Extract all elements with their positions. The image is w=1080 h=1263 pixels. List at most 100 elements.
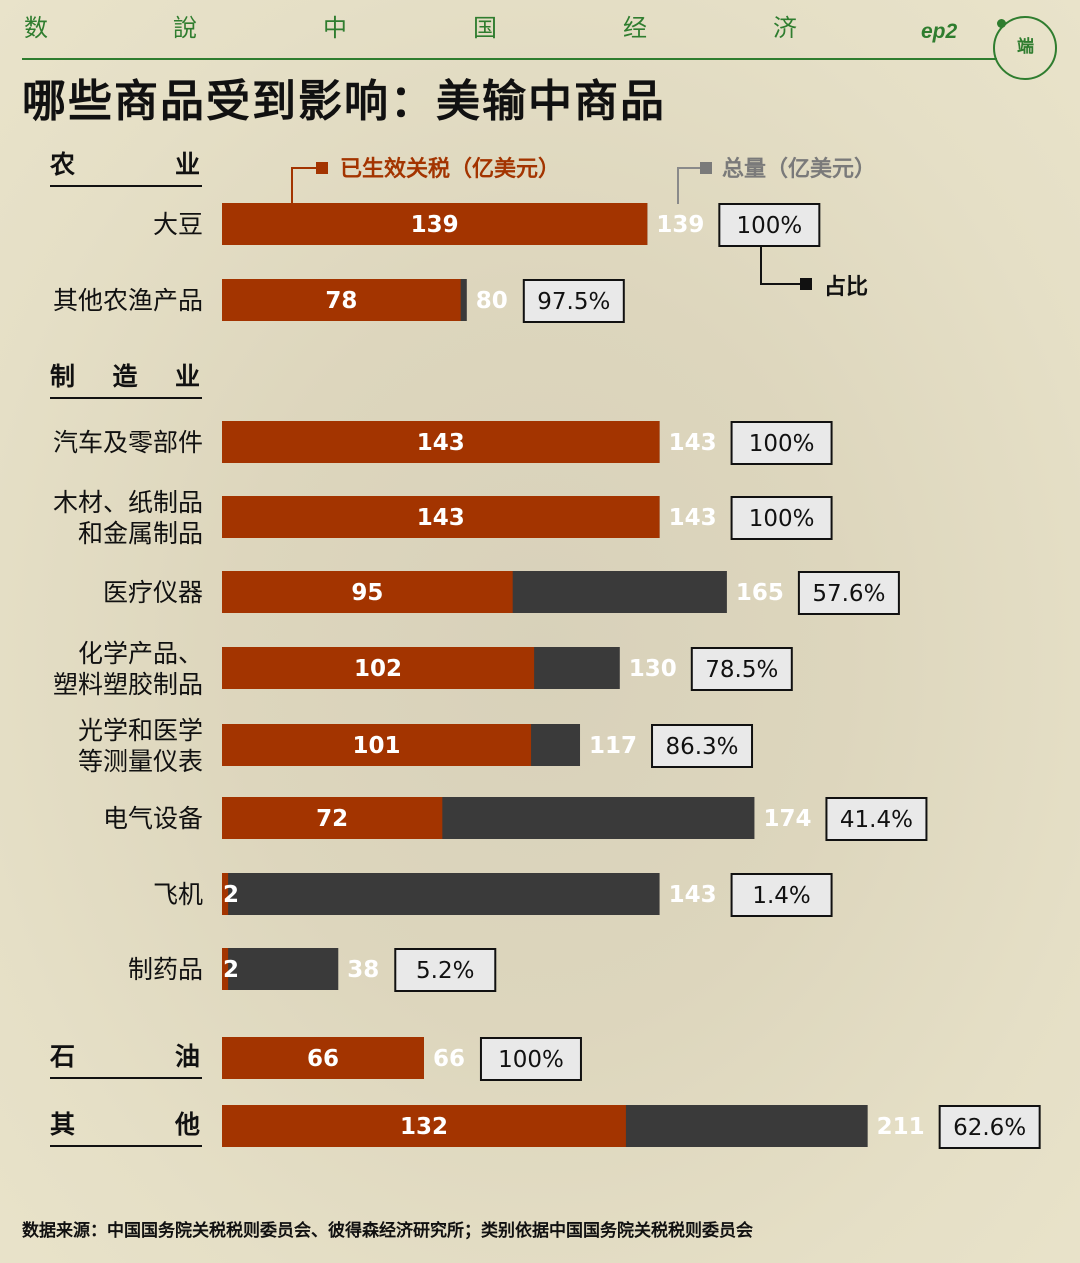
total-value-label: 117 (589, 733, 637, 759)
total-value-label: 143 (669, 505, 717, 531)
logo-circle (993, 16, 1057, 80)
share-box (690, 647, 793, 691)
tariff-value-label: 2 (223, 957, 239, 983)
tariff-value-label: 72 (316, 806, 348, 832)
share-value-label: 100% (736, 213, 802, 239)
total-value-label: 143 (669, 430, 717, 456)
bar-tariff (222, 571, 513, 613)
group-heading: 其 他 (50, 1110, 200, 1139)
bar-tariff (222, 203, 648, 245)
total-value-label: 211 (877, 1114, 925, 1140)
share-value-label: 100% (749, 506, 815, 532)
episode-tag: ep2 (921, 20, 958, 43)
bar-tariff (222, 421, 660, 463)
share-box (730, 873, 833, 917)
tariff-value-label: 143 (417, 505, 465, 531)
tariff-value-label: 139 (411, 212, 459, 238)
bar-tariff (222, 797, 443, 839)
group-heading: 农 业 (49, 150, 200, 179)
total-value-label: 174 (763, 806, 811, 832)
header-rule (22, 58, 997, 60)
tariff-value-label: 95 (351, 580, 383, 606)
share-value-label: 100% (498, 1047, 564, 1073)
share-value-label: 86.3% (665, 734, 738, 760)
category-label: 塑料塑胶制品 (53, 670, 203, 699)
share-box (797, 571, 900, 615)
legend-share-swatch (800, 278, 812, 290)
total-value-label: 38 (347, 957, 379, 983)
share-box (651, 724, 754, 768)
share-value-label: 1.4% (752, 883, 810, 909)
bar-total (222, 873, 660, 915)
series-char: 說 (173, 14, 197, 42)
legend-share-leader (760, 246, 802, 285)
tariff-value-label: 66 (307, 1046, 339, 1072)
total-value-label: 80 (476, 288, 508, 314)
legend-tariff-label: 已生效关税（亿美元） (340, 156, 560, 182)
category-label: 大豆 (153, 210, 203, 239)
share-box (730, 421, 833, 465)
header-bar: 数 說 中 国 经 济 ep2 端 (0, 0, 1080, 80)
total-value-label: 139 (656, 212, 704, 238)
category-label: 光学和医学 (78, 716, 203, 745)
share-value-label: 62.6% (953, 1115, 1026, 1141)
series-char: 经 (623, 14, 647, 42)
tariff-value-label: 101 (353, 733, 401, 759)
category-label: 制药品 (128, 955, 203, 984)
tariff-value-label: 2 (223, 882, 239, 908)
bar-tariff (222, 1037, 424, 1079)
series-char: 国 (473, 14, 497, 42)
category-label: 其他农渔产品 (53, 286, 203, 315)
tariff-value-label: 132 (400, 1114, 448, 1140)
category-label: 飞机 (153, 880, 203, 909)
series-char: 济 (773, 14, 797, 42)
share-box (479, 1037, 582, 1081)
bar-tariff (222, 873, 229, 915)
category-label: 医疗仪器 (103, 578, 203, 607)
category-label: 和金属制品 (78, 519, 203, 548)
logo-dot (997, 19, 1006, 28)
legend-share-label: 占比 (824, 275, 868, 300)
share-box (522, 279, 625, 323)
series-char: 数 (24, 14, 48, 42)
group-heading: 制 造 业 (50, 362, 200, 391)
logo-mark: 端 (1017, 37, 1034, 57)
category-label: 木材、纸制品 (53, 488, 203, 517)
share-value-label: 78.5% (705, 657, 778, 683)
tariff-value-label: 102 (354, 656, 402, 682)
category-label: 等测量仪表 (78, 747, 203, 776)
tariff-value-label: 143 (417, 430, 465, 456)
category-label: 化学产品、 (78, 639, 203, 668)
total-value-label: 143 (669, 882, 717, 908)
total-value-label: 66 (433, 1046, 465, 1072)
legend-total-leader (677, 167, 702, 204)
category-label: 汽车及零部件 (53, 428, 203, 457)
share-box (938, 1105, 1041, 1149)
share-value-label: 5.2% (416, 958, 474, 984)
total-value-label: 130 (629, 656, 677, 682)
bar-tariff (222, 948, 229, 990)
total-value-label: 165 (736, 580, 784, 606)
series-char: 中 (323, 14, 347, 42)
bar-tariff (222, 1105, 626, 1147)
share-value-label: 41.4% (840, 807, 913, 833)
legend-total-swatch (700, 162, 712, 174)
legend-tariff-swatch (316, 162, 328, 174)
share-box (730, 496, 833, 540)
share-box (718, 203, 821, 247)
page-title: 哪些商品受到影响：美输中商品 (22, 76, 666, 127)
legend-tariff-leader (291, 167, 318, 204)
bar-tariff (222, 279, 461, 321)
bar-total (222, 948, 339, 990)
share-value-label: 57.6% (812, 581, 885, 607)
bar-chart: 已生效关税（亿美元） 总量（亿美元） 占比 农 业大豆 139 139 100% 其他农渔产品… (49, 150, 1041, 1149)
share-box (825, 797, 928, 841)
group-heading: 石 油 (49, 1042, 200, 1071)
category-label: 电气设备 (103, 804, 203, 833)
source-note: 数据来源：中国国务院关税税则委员会、彼得森经济研究所；类别依据中国国务院关税税则… (22, 1221, 753, 1241)
share-value-label: 100% (749, 431, 815, 457)
bar-tariff (222, 496, 660, 538)
share-value-label: 97.5% (537, 289, 610, 315)
bar-tariff (222, 724, 532, 766)
share-box (394, 948, 497, 992)
